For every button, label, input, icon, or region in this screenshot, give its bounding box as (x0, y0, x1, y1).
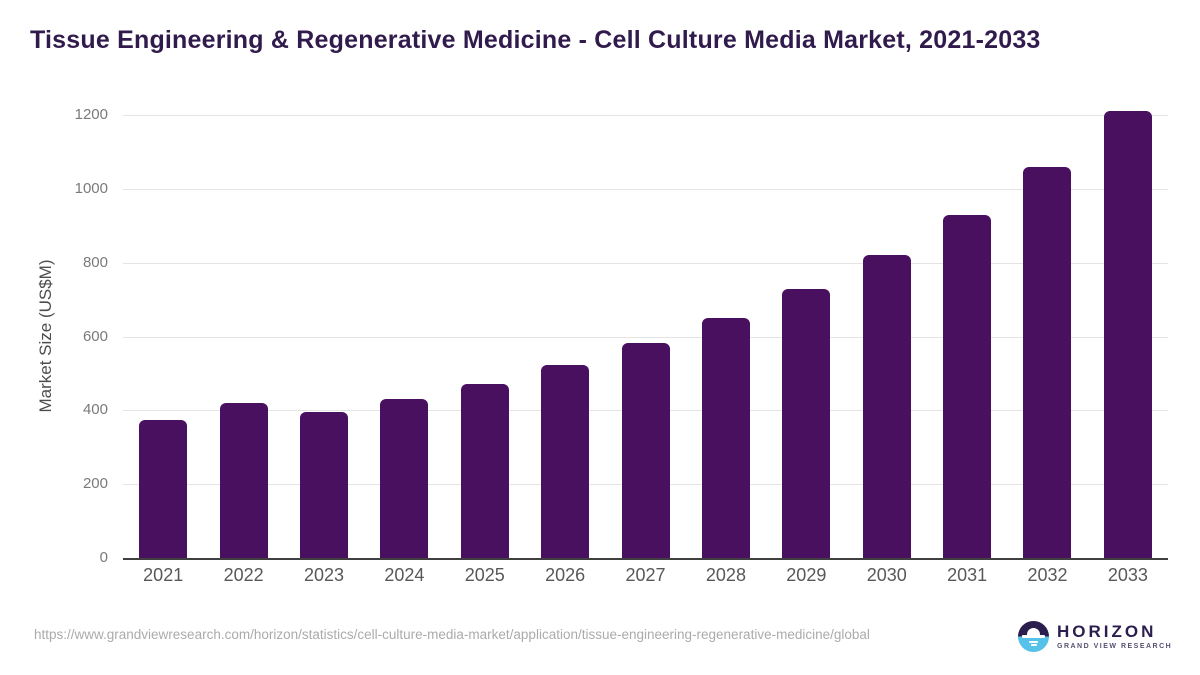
bar-2021[interactable] (139, 419, 188, 558)
y-tick-label: 600 (82, 327, 108, 345)
x-tick-label: 2026 (545, 565, 586, 585)
bar-2023[interactable] (299, 412, 348, 558)
bar-slot (123, 419, 203, 558)
y-tick-label: 400 (82, 401, 108, 419)
bar-2026[interactable] (541, 365, 590, 558)
x-tick-labels: 2021 2022 2023 2024 2025 2026 2027 2028 2029 2030… (123, 565, 1168, 586)
bar-2022[interactable] (219, 402, 268, 558)
x-tick-label: 2023 (303, 565, 344, 585)
y-tick-label: 200 (82, 475, 108, 493)
x-tick-label: 2022 (223, 565, 264, 585)
bar-slot (525, 365, 605, 558)
bar-slot (766, 289, 846, 558)
bar-2024[interactable] (380, 399, 429, 558)
gridline (123, 115, 1168, 116)
x-tick-label: 2033 (1107, 565, 1148, 585)
footer-source-url: https://www.grandviewresearch.com/horizo… (34, 627, 870, 642)
bar-slot (927, 214, 1007, 558)
horizon-logo: HORIZON GRAND VIEW RESEARCH (1018, 621, 1172, 652)
bar-slot (1088, 111, 1168, 558)
page-title: Tissue Engineering & Regenerative Medici… (30, 26, 1041, 54)
y-tick-label: 1200 (74, 106, 108, 123)
horizon-line (1022, 635, 1045, 638)
bar-slot (203, 402, 283, 558)
y-tick-labels: 0 200 400 600 800 1000 1200 (0, 106, 108, 566)
x-tick-label: 2021 (143, 565, 184, 585)
bar-slot (284, 412, 364, 558)
horizon-sun-icon (1018, 621, 1049, 652)
bar-chart-plot-area (123, 111, 1168, 560)
bar-slot (1007, 166, 1087, 558)
logo-name: HORIZON (1057, 622, 1157, 641)
bar-2028[interactable] (701, 318, 750, 558)
y-tick-label: 800 (82, 253, 108, 271)
bar-2031[interactable] (943, 214, 992, 558)
x-tick-label: 2032 (1027, 565, 1068, 585)
bar-slot (364, 399, 444, 558)
x-tick-label: 2029 (786, 565, 827, 585)
x-tick-label: 2027 (625, 565, 666, 585)
bar-slot (445, 383, 525, 558)
logo-subtitle: GRAND VIEW RESEARCH (1057, 643, 1173, 650)
x-tick-label: 2031 (947, 565, 988, 585)
bar-slot (686, 318, 766, 558)
bar-2025[interactable] (460, 383, 509, 558)
gridline (123, 336, 1168, 338)
logo-text: HORIZON GRAND VIEW RESEARCH (1057, 623, 1172, 650)
x-tick-label: 2025 (464, 565, 505, 585)
bar-slot (605, 343, 685, 558)
bars (123, 111, 1168, 558)
sun-reflection-1 (1029, 640, 1038, 643)
x-tick-label: 2028 (705, 565, 746, 585)
bar-slot (847, 255, 927, 558)
bar-2032[interactable] (1023, 166, 1072, 558)
gridline (123, 262, 1168, 264)
sun-dome (1027, 628, 1040, 635)
y-tick-label: 0 (99, 549, 108, 566)
y-tick-label: 1000 (74, 179, 108, 197)
x-tick-label: 2024 (384, 565, 425, 585)
sun-reflection-2 (1030, 644, 1037, 646)
bar-2033[interactable] (1103, 111, 1152, 558)
bar-2029[interactable] (782, 289, 831, 558)
x-tick-label: 2030 (866, 565, 907, 585)
bar-2027[interactable] (621, 343, 670, 558)
gridline (123, 188, 1168, 190)
bar-2030[interactable] (862, 255, 911, 558)
